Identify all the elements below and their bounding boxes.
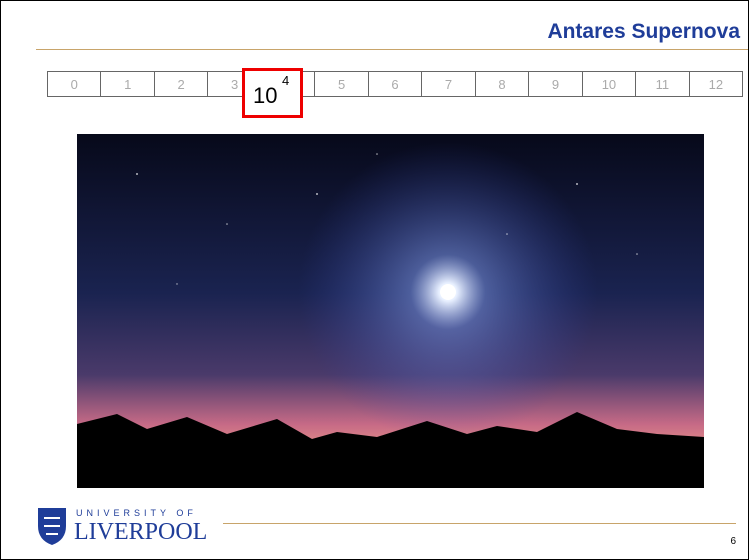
highlight-exponent: 4: [282, 73, 290, 88]
scale-cell: 7: [421, 71, 476, 97]
scale-cell: 10: [581, 71, 637, 97]
footer-rule: [223, 523, 736, 524]
page-number: 6: [730, 536, 736, 547]
scale-row: 0 1 2 3 5 6 7 8 9 10 11 12: [47, 71, 744, 97]
scale-cell: 2: [153, 71, 209, 97]
logo-crest: [38, 508, 66, 545]
scale-cell: 0: [47, 71, 102, 97]
scale-cell: 8: [474, 71, 530, 97]
scale-cell: 9: [528, 71, 583, 97]
title-rule: [36, 49, 748, 50]
scale-cell: 5: [314, 71, 369, 97]
highlight-box: 10 4: [242, 68, 303, 118]
slide-title: Antares Supernova: [547, 20, 740, 43]
logo-top-text: UNIVERSITY OF: [76, 508, 197, 518]
scale-cell: 6: [367, 71, 423, 97]
night-sky-image: [77, 134, 704, 488]
scale-cell: 1: [100, 71, 155, 97]
highlight-base: 10: [253, 83, 278, 108]
logo-bottom-text: LIVERPOOL: [74, 519, 208, 545]
university-logo: UNIVERSITY OF LIVERPOOL: [36, 504, 221, 552]
scale-cell: 12: [688, 71, 744, 97]
scale-cell: 11: [635, 71, 690, 97]
